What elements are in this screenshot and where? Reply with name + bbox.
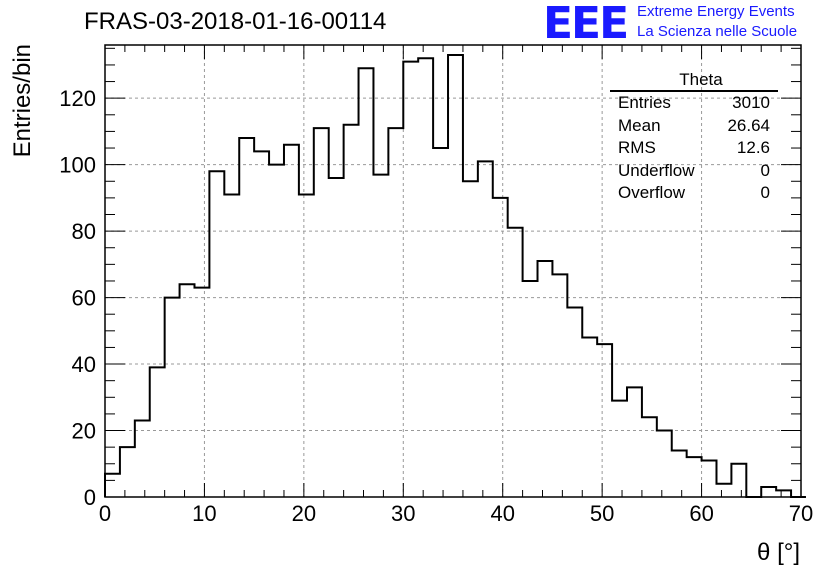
histogram-bin: [269, 165, 284, 497]
histogram-bin: [642, 417, 657, 497]
histogram-bin: [314, 128, 329, 497]
stats-title: Theta: [610, 70, 778, 92]
y-axis-label: Entries/bin: [9, 44, 36, 157]
x-tick-label: 0: [99, 501, 111, 526]
plot-title: FRAS-03-2018-01-16-00114: [84, 8, 387, 35]
y-tick-label: 0: [84, 485, 96, 510]
histogram-bin: [373, 175, 388, 497]
histogram-bin: [612, 401, 627, 497]
eee-logo: EEE: [543, 0, 629, 49]
histogram-bin: [344, 125, 359, 497]
stats-row-entries: Entries 3010: [610, 92, 778, 115]
logo-line-1: Extreme Energy Events: [637, 3, 795, 20]
histogram-bin: [254, 151, 269, 497]
stats-label: Overflow: [618, 183, 686, 202]
tick-labels: 0 10 20 30 40 50 60 70 0 20 40 60 80 100 120: [59, 86, 813, 526]
x-tick-label: 10: [192, 501, 216, 526]
stats-label: RMS: [618, 138, 656, 157]
stats-row-underflow: Underflow 0: [610, 160, 778, 183]
axis-ticks: [104, 45, 802, 498]
histogram-bin: [478, 161, 493, 497]
histogram-bin: [463, 181, 478, 497]
stats-label: Entries: [618, 93, 671, 112]
histogram-outline: [104, 53, 806, 498]
histogram-bars: [104, 53, 806, 498]
histogram-bin: [165, 298, 180, 497]
stats-row-overflow: Overflow 0: [610, 182, 778, 205]
stats-label: Underflow: [618, 160, 695, 180]
histogram-bin: [239, 138, 254, 497]
histogram-bin: [657, 431, 672, 497]
histogram-bin: [120, 447, 135, 497]
histogram-bin: [284, 145, 299, 497]
histogram-bin: [448, 55, 463, 497]
histogram-bin: [731, 464, 746, 497]
histogram-bin: [776, 490, 791, 497]
logo-line-2: La Scienza nelle Scuole: [637, 23, 798, 40]
histogram-bin: [702, 460, 717, 497]
stats-value: 0: [760, 160, 770, 180]
histogram-bin: [329, 178, 344, 497]
y-tick-label: 80: [72, 219, 96, 244]
plot-frame: [104, 44, 802, 498]
histogram-bin: [761, 487, 776, 497]
y-tick-label: 60: [72, 286, 96, 311]
histogram-bin: [672, 450, 687, 497]
histogram-bin: [359, 68, 374, 497]
histogram-bin: [567, 308, 582, 497]
histogram-bin: [388, 128, 403, 497]
histogram-bin: [552, 274, 567, 497]
y-tick-label: 100: [59, 153, 96, 178]
histogram-bin: [716, 484, 731, 497]
y-tick-label: 40: [72, 352, 96, 377]
stats-row-rms: RMS 12.6: [610, 137, 778, 160]
stats-value: 3010: [732, 93, 770, 112]
histogram-bin: [135, 421, 150, 497]
x-axis-label: θ [°]: [757, 539, 800, 566]
histogram-bin: [418, 58, 433, 497]
x-tick-label: 20: [292, 501, 316, 526]
stats-value: 0: [760, 183, 770, 202]
histogram-bin: [538, 261, 553, 497]
histogram-bin: [105, 474, 120, 497]
x-tick-label: 40: [490, 501, 514, 526]
histogram-bin: [523, 281, 538, 497]
stats-value: 12.6: [736, 138, 770, 157]
grid-lines: [105, 45, 801, 497]
x-tick-label: 50: [590, 501, 614, 526]
histogram-bin: [493, 198, 508, 497]
histogram-bin: [209, 171, 224, 497]
histogram-bin: [150, 367, 165, 497]
histogram-bin: [687, 457, 702, 497]
histogram-bin: [194, 288, 209, 497]
x-tick-label: 70: [789, 501, 813, 526]
stats-label: Mean: [618, 115, 661, 135]
x-tick-label: 30: [391, 501, 415, 526]
histogram-bin: [627, 387, 642, 497]
y-tick-label: 20: [72, 419, 96, 444]
histogram-bin: [508, 228, 523, 497]
stats-box: Theta Entries 3010 Mean 26.64 RMS 12.6 U…: [610, 70, 778, 205]
x-tick-label: 60: [689, 501, 713, 526]
histogram-bin: [433, 148, 448, 497]
stats-value: 26.64: [727, 115, 770, 135]
histogram-bin: [299, 195, 314, 497]
histogram-bin: [224, 195, 239, 497]
histogram-bin: [582, 337, 597, 497]
histogram-bin: [180, 284, 195, 497]
stats-row-mean: Mean 26.64: [610, 115, 778, 138]
y-tick-label: 120: [59, 86, 96, 111]
histogram-bin: [597, 344, 612, 497]
histogram-bin: [403, 62, 418, 497]
